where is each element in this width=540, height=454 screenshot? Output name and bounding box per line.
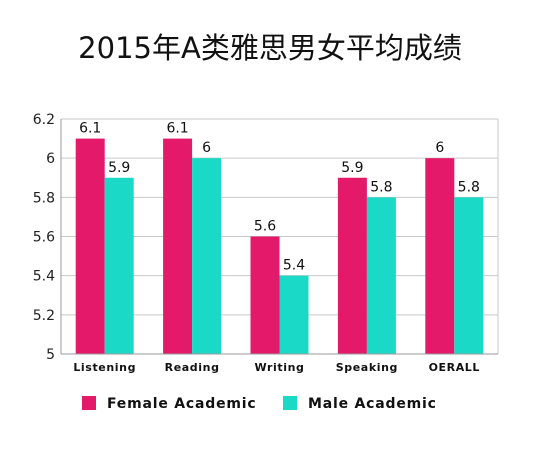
data-label: 5.8: [370, 179, 392, 195]
bar-female-reading: [163, 138, 193, 354]
x-axis: Listening Reading Writing Speaking OERALL: [61, 353, 498, 374]
y-axis: 5 5.2 5.4 5.6 5.8 6 6.2: [33, 112, 499, 363]
bar-female-writing: [250, 236, 280, 354]
data-label: 6.1: [79, 121, 101, 137]
legend-swatch: [283, 396, 297, 410]
data-label: 6.1: [166, 121, 188, 137]
bar-male-oerall: [454, 197, 484, 354]
x-category-label: Listening: [73, 361, 136, 374]
y-tick-label: 5.2: [33, 308, 55, 324]
data-label: 5.8: [458, 179, 480, 195]
bar-female-oerall: [425, 158, 455, 354]
bars: [75, 138, 484, 354]
data-label: 5.9: [341, 160, 363, 176]
x-category-label: OERALL: [429, 361, 480, 374]
legend: Female Academic Male Academic: [82, 396, 437, 412]
data-label: 6: [435, 140, 444, 156]
chart-title: 2015年A类雅思男女平均成绩: [78, 31, 462, 65]
y-tick-label: 6: [46, 151, 55, 167]
data-labels: 6.1 5.9 6.1 6 5.6 5.4 5.9 5.8 6 5.8: [79, 121, 480, 274]
bar-female-listening: [75, 138, 105, 354]
data-label: 5.9: [108, 160, 130, 176]
bar-male-listening: [104, 177, 134, 354]
data-label: 5.6: [254, 219, 276, 235]
y-tick-label: 6.2: [33, 112, 55, 128]
x-category-label: Writing: [254, 361, 304, 374]
legend-label: Male Academic: [308, 396, 437, 412]
legend-swatch: [82, 396, 96, 410]
data-label: 6: [202, 140, 211, 156]
x-category-label: Reading: [165, 361, 220, 374]
y-tick-label: 5: [46, 347, 55, 363]
y-tick-label: 5.4: [33, 269, 55, 285]
x-category-label: Speaking: [336, 361, 398, 374]
bar-female-speaking: [337, 177, 367, 354]
bar-male-speaking: [366, 197, 396, 354]
data-label: 5.4: [283, 258, 305, 274]
bar-male-reading: [192, 158, 222, 354]
y-tick-label: 5.8: [33, 190, 55, 206]
legend-label: Female Academic: [107, 396, 256, 412]
bar-male-writing: [279, 275, 309, 354]
y-tick-label: 5.6: [33, 230, 55, 246]
